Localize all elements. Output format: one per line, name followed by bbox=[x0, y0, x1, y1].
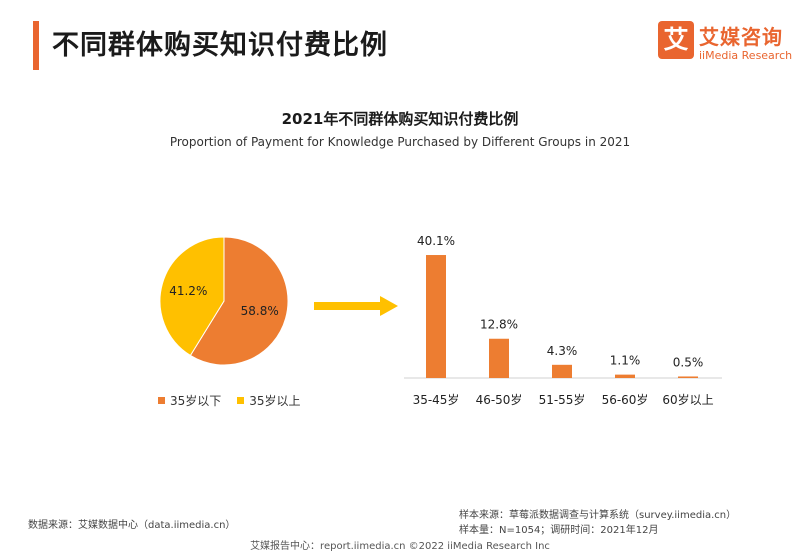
transition-arrow bbox=[314, 296, 398, 316]
pie-slice-0 bbox=[189, 236, 289, 366]
bar-category-label-4: 60岁以上 bbox=[662, 392, 713, 407]
bar-1 bbox=[489, 338, 509, 378]
bar-chart: 40.1% 35-45岁 12.8% 46-50岁 4.3% 51-55岁 1.1% 56-6… bbox=[404, 234, 722, 407]
legend-label-over-35: 35岁以上 bbox=[249, 394, 301, 408]
pie-label-0: 58.8% bbox=[241, 304, 279, 318]
iimedia-logo: 艾 艾媒咨询 iiMedia Research bbox=[658, 21, 793, 65]
bar-data-label-2: 4.3% bbox=[547, 344, 578, 358]
legend-item-over-35: 35岁以上 bbox=[237, 392, 301, 409]
chart-subtitle: Proportion of Payment for Knowledge Purc… bbox=[169, 135, 631, 149]
bar-category-label-1: 46-50岁 bbox=[476, 392, 523, 407]
bar-data-label-0: 40.1% bbox=[417, 234, 455, 248]
legend-label-under-35: 35岁以下 bbox=[170, 394, 222, 408]
arrow-head bbox=[380, 296, 398, 316]
bar-category-label-0: 35-45岁 bbox=[413, 392, 460, 407]
title-accent-bar bbox=[33, 21, 39, 70]
bar-category-label-2: 51-55岁 bbox=[539, 392, 586, 407]
bar-data-label-4: 0.5% bbox=[673, 355, 704, 369]
arrow-shaft bbox=[314, 302, 380, 310]
pie-chart: 58.8% 41.2% bbox=[159, 236, 289, 366]
pie-legend: 35岁以下 35岁以上 bbox=[158, 392, 301, 409]
legend-swatch-over-35 bbox=[237, 397, 245, 404]
chart-title: 2021年不同群体购买知识付费比例 bbox=[281, 110, 519, 128]
logo-mark: 艾 bbox=[658, 21, 694, 59]
pie-label-1: 41.2% bbox=[169, 284, 207, 298]
data-source: 数据来源：艾媒数据中心（data.iimedia.cn） bbox=[28, 520, 236, 531]
logo-name-cn: 艾媒咨询 bbox=[699, 25, 783, 49]
bar-data-label-3: 1.1% bbox=[610, 354, 641, 368]
sample-size: 样本量：N=1054；调研时间：2021年12月 bbox=[459, 525, 659, 536]
page-title: 不同群体购买知识付费比例 bbox=[52, 30, 388, 61]
pie-slice-1 bbox=[159, 236, 225, 357]
report-center-line: 艾媒报告中心：report.iimedia.cn ©2022 iiMedia R… bbox=[250, 541, 550, 552]
legend-item-under-35: 35岁以下 bbox=[158, 392, 221, 409]
bar-4 bbox=[678, 376, 698, 378]
bar-2 bbox=[552, 364, 572, 378]
bar-3 bbox=[615, 374, 635, 378]
logo-name-en: iiMedia Research bbox=[699, 49, 793, 62]
bar-category-label-3: 56-60岁 bbox=[602, 392, 649, 407]
bar-data-label-1: 12.8% bbox=[480, 318, 518, 332]
sample-source: 样本来源：草莓派数据调查与计算系统（survey.iimedia.cn） bbox=[459, 510, 737, 521]
bar-0 bbox=[426, 255, 446, 378]
legend-swatch-under-35 bbox=[158, 397, 165, 404]
